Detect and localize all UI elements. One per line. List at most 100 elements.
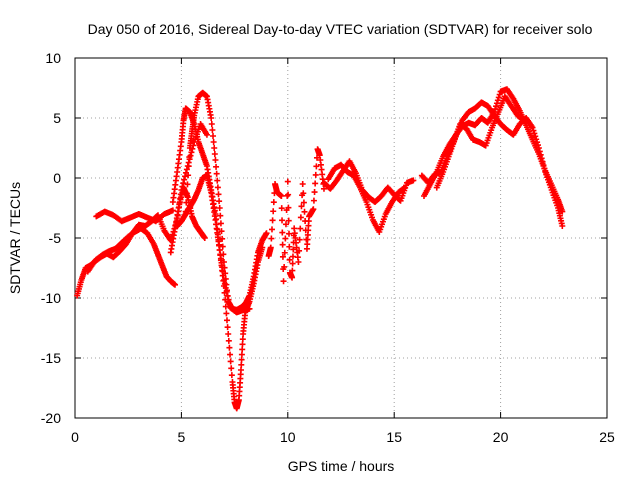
data-point — [212, 157, 219, 163]
data-point-fill — [534, 139, 541, 146]
y-tick-label: 10 — [45, 50, 61, 66]
data-point-fill — [186, 154, 193, 161]
data-point — [267, 244, 274, 251]
data-point-fill — [226, 344, 233, 351]
data-point — [284, 178, 291, 185]
data-point-fill — [281, 249, 288, 256]
data-point-fill — [217, 212, 224, 219]
data-point-fill — [493, 100, 500, 107]
y-tick-label: -5 — [49, 230, 62, 246]
data-point-fill — [223, 310, 230, 317]
data-point-fill — [214, 177, 221, 184]
data-point-fill — [282, 235, 289, 242]
series-track-j — [420, 86, 566, 215]
data-point-fill — [496, 91, 503, 98]
data-point-fill — [531, 130, 538, 137]
data-point-fill — [210, 139, 217, 145]
data-point-fill — [282, 221, 289, 228]
data-point-fill — [210, 133, 217, 139]
data-point-fill — [269, 217, 276, 224]
data-point-fill — [297, 214, 304, 221]
data-point-fill — [213, 170, 220, 177]
data-point-fill — [290, 246, 297, 253]
data-point-fill — [536, 148, 543, 155]
data-point-fill — [238, 351, 245, 358]
x-tick-label: 15 — [386, 429, 402, 445]
data-point-fill — [268, 235, 275, 242]
data-point-fill — [281, 263, 288, 270]
data-point-fill — [285, 217, 292, 224]
data-point — [559, 223, 566, 229]
series-track-c — [93, 207, 176, 225]
data-point-fill — [286, 256, 293, 263]
data-point — [521, 117, 528, 124]
data-point — [169, 207, 176, 214]
data-point-fill — [279, 229, 286, 236]
data-point-fill — [493, 103, 500, 110]
x-tick-label: 5 — [178, 429, 186, 445]
data-point-fill — [224, 324, 231, 331]
data-point-fill — [239, 341, 246, 348]
data-point — [208, 115, 215, 121]
data-point-fill — [301, 208, 308, 215]
data-point — [280, 278, 287, 285]
data-point-fill — [183, 166, 190, 173]
data-point — [216, 205, 223, 211]
data-point-fill — [239, 346, 246, 353]
series-track-k — [433, 99, 566, 229]
data-point-fill — [289, 267, 296, 274]
data-point-fill — [215, 191, 222, 198]
data-point-fill — [239, 336, 246, 343]
data-point — [263, 230, 270, 237]
data-point-fill — [211, 151, 218, 157]
data-point-fill — [530, 127, 537, 134]
data-point-fill — [224, 317, 230, 324]
data-point-fill — [279, 253, 286, 260]
series-track-g — [167, 184, 208, 256]
data-point-fill — [312, 171, 319, 178]
data-point-fill — [214, 184, 221, 191]
data-point-fill — [286, 230, 293, 237]
data-point-fill — [228, 372, 235, 379]
data-point — [237, 367, 244, 373]
data-point-fill — [310, 197, 317, 204]
series-track-l — [418, 93, 528, 186]
data-point-fill — [495, 94, 502, 101]
data-point — [172, 281, 179, 288]
data-point-fill — [211, 145, 218, 151]
data-point — [310, 206, 317, 213]
data-point-fill — [222, 284, 229, 291]
x-tick-label: 10 — [280, 429, 296, 445]
series-track-d — [169, 105, 266, 412]
x-tick-label: 20 — [493, 429, 509, 445]
data-point-fill — [238, 356, 245, 363]
data-point-fill — [296, 236, 303, 243]
data-point-fill — [227, 358, 234, 365]
data-point-fill — [181, 176, 188, 183]
data-point-fill — [213, 163, 220, 170]
data-point-fill — [184, 181, 191, 188]
y-tick-label: 0 — [53, 170, 61, 186]
data-point-fill — [223, 288, 230, 295]
data-point-fill — [300, 199, 307, 206]
data-point-fill — [216, 198, 223, 205]
x-axis-label: GPS time / hours — [288, 458, 395, 474]
data-point-fill — [185, 163, 192, 170]
data-point-fill — [311, 189, 318, 196]
data-point-fill — [219, 243, 226, 250]
data-point-fill — [188, 149, 195, 156]
data-point-fill — [313, 163, 320, 170]
data-point-fill — [270, 208, 277, 215]
data-point-fill — [297, 225, 304, 232]
data-point-fill — [285, 191, 292, 198]
x-tick-label: 0 — [71, 429, 79, 445]
data-point — [410, 177, 417, 184]
data-point-fill — [533, 136, 540, 143]
data-point-fill — [228, 365, 235, 372]
data-point-fill — [540, 162, 547, 169]
data-point — [201, 235, 208, 241]
y-tick-label: -10 — [41, 290, 61, 306]
data-point — [225, 331, 232, 337]
chart-title: Day 050 of 2016, Sidereal Day-to-day VTE… — [88, 21, 593, 37]
data-point-fill — [226, 300, 233, 307]
